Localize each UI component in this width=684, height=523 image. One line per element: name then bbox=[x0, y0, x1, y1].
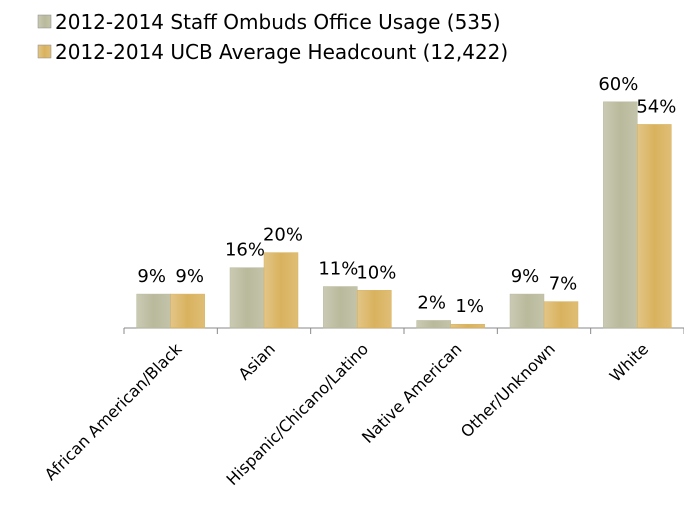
bar bbox=[323, 286, 358, 329]
bar bbox=[229, 267, 265, 329]
data-label: 10% bbox=[356, 262, 396, 283]
bar bbox=[357, 290, 392, 329]
bar bbox=[263, 252, 299, 329]
data-label: 16% bbox=[225, 240, 265, 261]
x-tick-label: Native American bbox=[358, 339, 466, 447]
data-label: 20% bbox=[263, 225, 303, 246]
data-label: 7% bbox=[549, 274, 578, 295]
bar bbox=[637, 124, 672, 329]
x-tick-label: African American/Black bbox=[41, 339, 186, 484]
bar bbox=[509, 293, 545, 329]
bar bbox=[416, 320, 451, 329]
x-tick-label: Asian bbox=[235, 339, 279, 383]
data-label: 1% bbox=[455, 296, 484, 317]
data-label: 54% bbox=[636, 96, 676, 117]
data-label: 11% bbox=[318, 259, 358, 280]
bar bbox=[450, 323, 485, 329]
legend-swatch bbox=[37, 44, 52, 59]
x-tick-label: Other/Unknown bbox=[457, 339, 559, 441]
data-label: 60% bbox=[598, 74, 638, 95]
bar bbox=[543, 301, 579, 329]
data-label: 2% bbox=[417, 292, 446, 313]
bar bbox=[170, 293, 205, 329]
bar bbox=[136, 293, 171, 329]
data-label: 9% bbox=[511, 266, 540, 287]
data-label: 9% bbox=[175, 266, 204, 287]
bar bbox=[603, 101, 638, 329]
x-tick-label: White bbox=[606, 339, 652, 385]
legend-swatch bbox=[37, 14, 52, 29]
legend-label: 2012-2014 UCB Average Headcount (12,422) bbox=[55, 40, 508, 64]
data-label: 9% bbox=[137, 266, 166, 287]
legend-label: 2012-2014 Staff Ombuds Office Usage (535… bbox=[55, 10, 501, 34]
